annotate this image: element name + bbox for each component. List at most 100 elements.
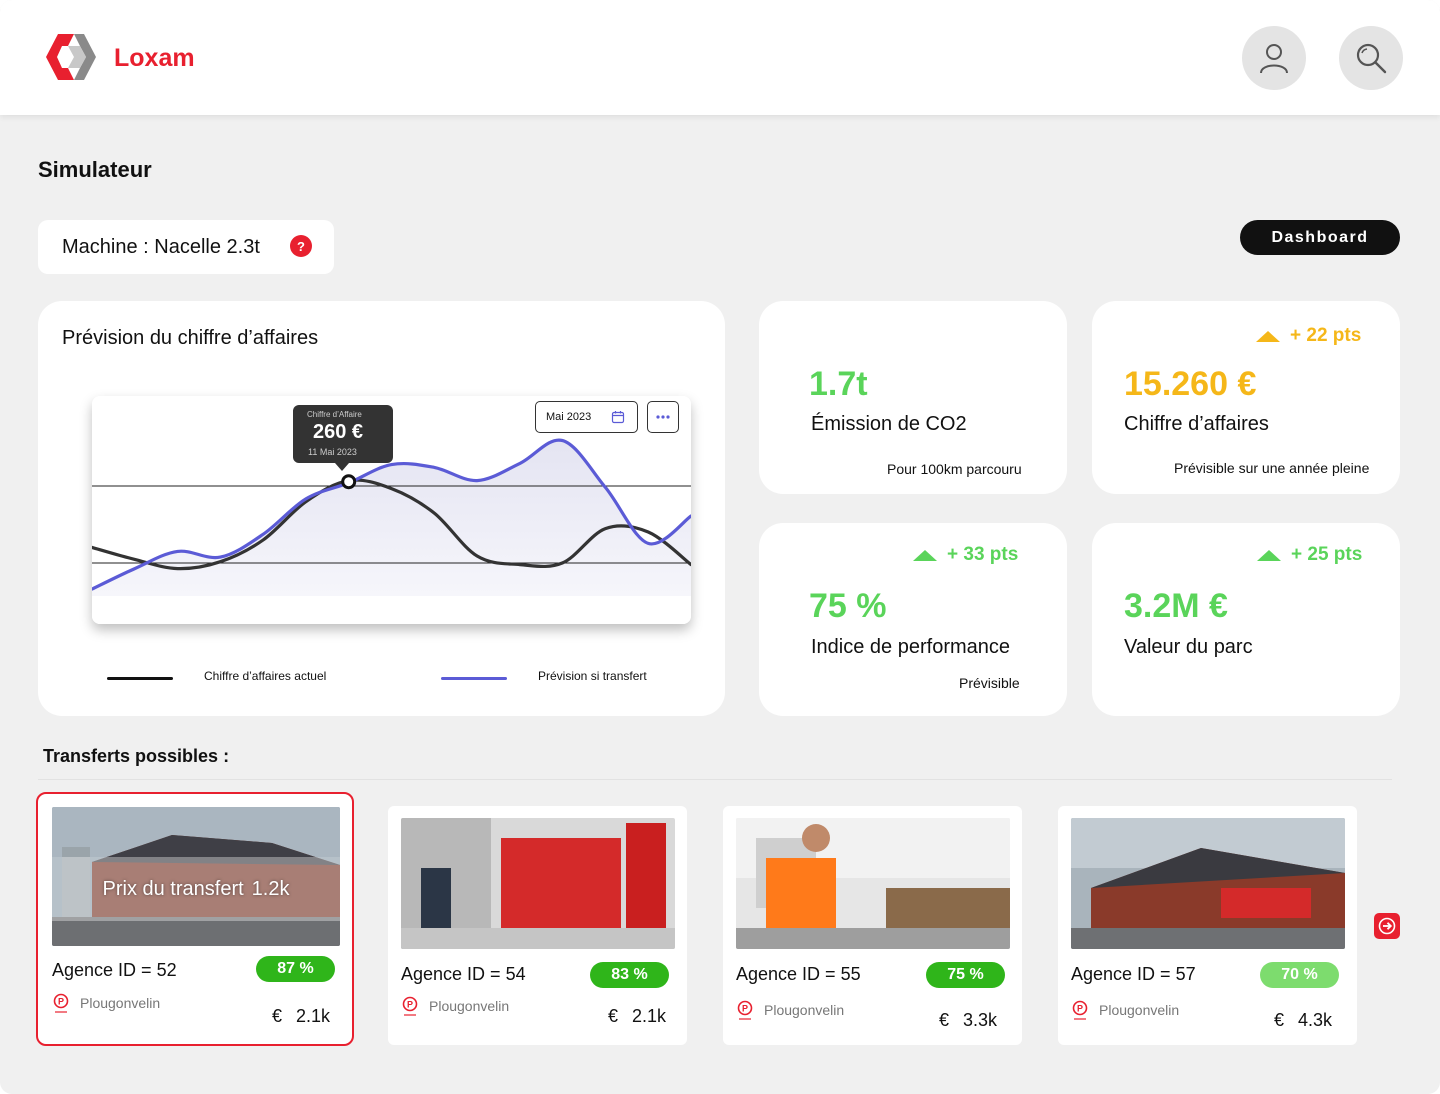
search-icon [1356,43,1387,74]
chart-tooltip: Chiffre d’Affaire 260 € 11 Mai 2023 [293,405,393,463]
user-button[interactable] [1242,26,1306,90]
location-pin-icon: P [1072,1000,1088,1020]
svg-text:P: P [407,1000,413,1010]
location-pin-icon: P [402,996,418,1016]
kpi-performance-card: + 33 pts 75 % Indice de performance Prév… [759,523,1067,716]
transfer-price-overlay: Prix du transfert 1.2k [52,857,340,921]
agence-title: Agence ID = 55 [736,964,861,984]
top-bar: Loxam [0,0,1440,115]
worker-photo-icon [736,818,1010,949]
kpi-revenue-delta-text: + 22 pts [1290,325,1362,346]
section-divider [38,779,1392,780]
agence-location: P Plougonvelin [1071,1000,1179,1020]
kpi-revenue-note: Prévisible sur une année pleine [1174,460,1370,476]
legend-current: Chiffre d’affaires actuel [204,669,327,683]
loxam-logo-icon [46,34,96,80]
kpi-revenue-label: Chiffre d’affaires [1124,413,1269,435]
price-value: 2.1k [296,1006,331,1026]
transfers-title: Transferts possibles : [43,746,230,766]
agence-card-52[interactable]: Prix du transfert 1.2k Agence ID = 52 87… [36,792,354,1046]
dashboard-button[interactable]: Dashboard [1240,220,1400,255]
agence-photo [1071,818,1345,949]
kpi-fleet-label: Valeur du parc [1124,636,1253,658]
help-icon[interactable]: ? [290,235,312,257]
kpi-performance-delta: + 33 pts [913,544,1018,566]
date-picker[interactable]: Mai 2023 [535,401,638,433]
agence-city: Plougonvelin [80,995,161,1011]
agence-price: € 2.1k [608,1006,666,1027]
next-transfers-button[interactable] [1374,913,1400,939]
kpi-fleet-delta: + 25 pts [1257,544,1362,566]
agence-title: Agence ID = 54 [401,964,526,984]
trend-up-icon [913,549,937,561]
kpi-co2-note: Pour 100km parcouru [887,461,1022,477]
kpi-performance-label: Indice de performance [811,636,1011,658]
agence-card-57[interactable]: Agence ID = 57 70 % P Plougonvelin € 4.3… [1058,806,1357,1045]
agence-price: € 2.1k [272,1006,330,1027]
currency-symbol: € [608,1006,619,1026]
kpi-performance-note: Prévisible [959,675,1020,691]
search-button[interactable] [1339,26,1403,90]
agence-photo: Prix du transfert 1.2k [52,807,340,946]
location-pin-icon: P [53,993,69,1013]
page-title: Simulateur [38,157,152,182]
trend-up-icon [1257,549,1281,561]
kpi-revenue-value: 15.260 € [1124,365,1257,403]
agence-location: P Plougonvelin [401,996,509,1016]
svg-text:P: P [1077,1004,1083,1014]
location-pin-icon: P [737,1000,753,1020]
user-icon [1260,44,1288,74]
price-value: 3.3k [963,1010,998,1030]
forecast-card: Prévision du chiffre d’affaires Mai 2 [38,301,725,716]
price-value: 2.1k [632,1006,667,1026]
forecast-title: Prévision du chiffre d’affaires [62,327,319,349]
match-badge: 70 % [1260,962,1339,988]
kpi-co2-card: 1.7t Émission de CO2 Pour 100km parcouru [759,301,1067,494]
highlight-point[interactable] [341,474,357,490]
agence-city: Plougonvelin [1099,1002,1180,1018]
agence-price: € 4.3k [1274,1010,1332,1031]
building-photo-icon [52,807,340,946]
date-picker-value: Mai 2023 [546,411,592,423]
transfer-price-value: 1.2k [251,877,290,900]
agence-card-55[interactable]: Agence ID = 55 75 % P Plougonvelin € 3.3… [723,806,1022,1045]
series-line-current [92,478,691,571]
kpi-performance-delta-text: + 33 pts [947,544,1019,565]
tooltip-date: 11 Mai 2023 [308,447,357,457]
svg-text:P: P [742,1004,748,1014]
match-badge: 87 % [256,956,335,982]
series-line-transfer [92,438,691,591]
price-value: 4.3k [1298,1010,1333,1030]
kpi-fleet-card: + 25 pts 3.2M € Valeur du parc [1092,523,1400,716]
agence-photo [736,818,1010,949]
kpi-fleet-value: 3.2M € [1124,587,1228,625]
kpi-performance-value: 75 % [809,587,887,625]
kpi-revenue-delta: + 22 pts [1256,325,1361,347]
agence-card-54[interactable]: Agence ID = 54 83 % P Plougonvelin € 2.1… [388,806,687,1045]
kpi-revenue-card: + 22 pts 15.260 € Chiffre d’affaires Pré… [1092,301,1400,494]
currency-symbol: € [1274,1010,1285,1030]
match-badge: 75 % [926,962,1005,988]
legend-transfer: Prévision si transfert [538,669,647,683]
currency-symbol: € [939,1010,950,1030]
agence-title: Agence ID = 52 [52,960,177,980]
agence-photo [401,818,675,949]
agence-location: P Plougonvelin [52,993,160,1013]
agence-price: € 3.3k [939,1010,997,1031]
tooltip-arrow [335,463,349,471]
legend-swatch-current [107,677,173,680]
transfer-area [92,440,691,596]
agence-location: P Plougonvelin [736,1000,844,1020]
kpi-fleet-delta-text: + 25 pts [1291,544,1363,565]
machine-selector[interactable]: Machine : Nacelle 2.3t [38,220,334,274]
kpi-co2-label: Émission de CO2 [811,413,967,435]
agence-city: Plougonvelin [764,1002,845,1018]
more-icon [656,415,670,419]
agence-title: Agence ID = 57 [1071,964,1196,984]
machine-photo-icon [401,818,675,949]
more-options-button[interactable] [647,401,679,433]
calendar-icon [611,411,625,424]
match-badge: 83 % [590,962,669,988]
svg-text:P: P [58,997,64,1007]
